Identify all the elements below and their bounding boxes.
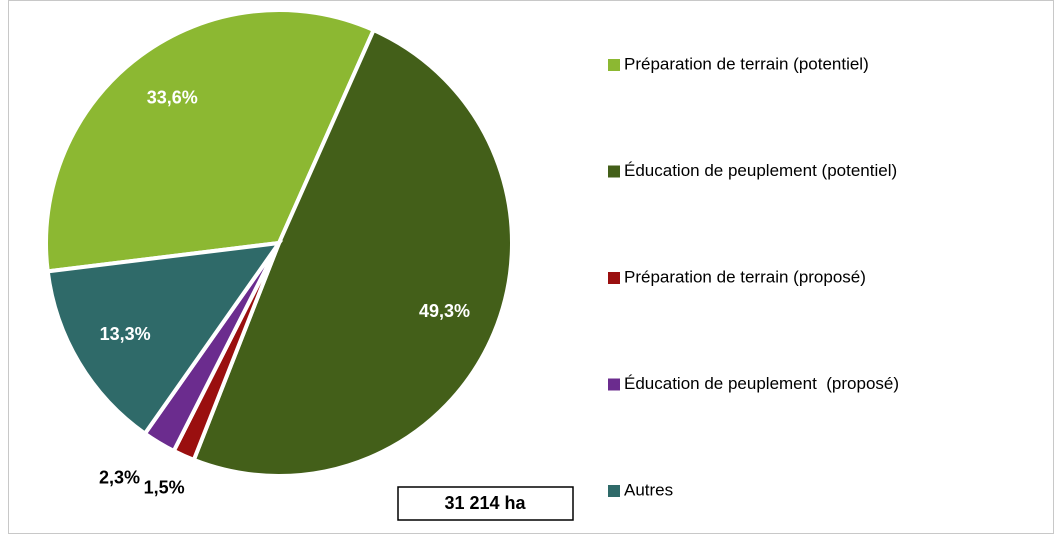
pie-slice [191,27,514,478]
value-label: 33,6% [147,88,198,108]
value-label: 49,3% [419,301,470,321]
legend-label: Autres [624,480,673,499]
annotation-box [397,486,574,521]
value-label: 1,5% [144,477,185,497]
legend-label: Préparation de terrain (proposé) [624,267,866,286]
legend-swatch [608,485,620,497]
legend-swatch [608,272,620,284]
annotation: 31 214 ha [444,493,526,513]
pie-slice [45,240,284,437]
legend-label: Éducation de peuplement (proposé) [624,374,899,393]
legend-swatch [608,378,620,391]
pie-slice [44,8,377,274]
value-label: 13,3% [100,324,151,344]
legend-swatch [608,59,620,71]
legend-swatch [608,165,620,178]
value-label: 2,3% [99,467,140,487]
legend-label: Éducation de peuplement (potentiel) [624,161,897,180]
legend-label: Préparation de terrain (potentiel) [624,54,869,73]
